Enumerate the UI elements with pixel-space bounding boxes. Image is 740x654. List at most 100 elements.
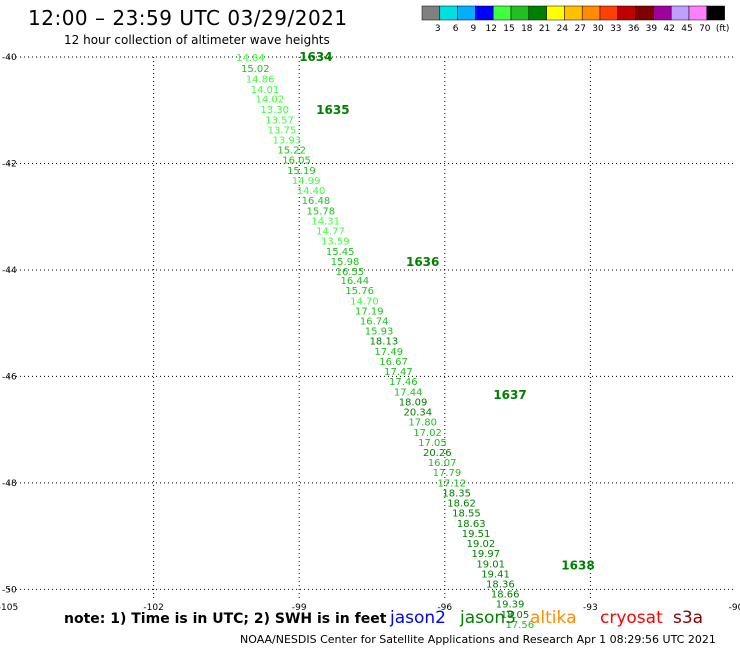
swh-data-label: 14.99 [292,176,321,187]
colorbar-swatch [492,5,512,21]
x-tick-label: -105 [0,603,18,613]
swh-data-label: 15.78 [306,206,335,217]
swh-data-label: 19.51 [462,529,491,540]
colorbar-swatch [599,5,619,21]
colorbar-swatch [457,5,476,21]
swh-data-label: 18.09 [399,397,428,408]
x-tick-label: -93 [583,603,598,613]
x-tick-label: -102 [143,603,163,613]
colorbar-swatch [510,5,530,21]
colorbar-label: 3 [435,24,441,34]
colorbar-label: 70 [699,24,711,34]
colorbar-swatch [564,5,583,21]
colorbar-label: (ft) [716,24,730,34]
colorbar-label: 33 [610,24,621,34]
swh-data-label: 14.40 [297,186,326,197]
colorbar-label: 18 [521,24,533,34]
swh-data-label: 18.36 [486,579,515,590]
swh-data-label: 17.79 [433,468,462,479]
colorbar-label: 45 [681,24,692,34]
swh-data-label: 16.05 [282,156,311,167]
swh-data-label: 19.39 [496,600,525,611]
y-tick-label: -42 [2,159,17,169]
swh-data-label: 18.13 [370,337,399,348]
x-tick-label: -96 [437,603,452,613]
swh-data-label: 18.05 [501,610,530,621]
swh-data-label: 14.31 [311,216,340,227]
note-text: note: 1) Time is in UTC; 2) SWH is in fe… [64,611,387,627]
swh-data-label: 15.76 [345,286,374,297]
colorbar-label: 39 [646,24,658,34]
footer-credit: NOAA/NESDIS Center for Satellite Applica… [240,633,716,646]
swh-data-label: 13.57 [265,115,294,126]
colorbar-swatch [670,5,690,21]
colorbar-swatch [581,5,601,21]
colorbar-swatch [653,5,672,21]
swh-data-label: 16.55 [336,267,365,278]
swh-data-label: 16.74 [360,317,389,328]
page-subtitle: 12 hour collection of altimeter wave hei… [64,33,330,47]
y-tick-label: -50 [2,585,17,595]
colorbar-swatch [688,5,708,21]
swh-data-label: 19.97 [471,549,500,560]
swh-data-label: 16.48 [302,196,331,207]
swh-data-label: 16.67 [379,357,408,368]
colorbar-label: 42 [663,24,674,34]
swh-data-label: 16.44 [340,276,369,287]
swh-data-label: 15.98 [331,257,360,268]
swh-data-label: 17.12 [438,478,467,489]
colorbar-label: 27 [574,24,585,34]
swh-data-label: 17.49 [374,347,403,358]
swh-data-label: 17.02 [413,428,442,439]
swh-data-label: 17.46 [389,377,418,388]
swh-data-label: 15.02 [241,64,270,75]
colorbar-swatch [617,5,636,21]
colorbar-swatch [439,5,458,21]
satellite-label-jason2: jason2 [390,608,446,628]
swh-data-label: 18.35 [442,488,471,499]
swh-data-label: 13.75 [268,125,297,136]
page-title: 12:00 – 23:59 UTC 03/29/2021 [28,6,348,30]
y-tick-label: -44 [2,266,17,276]
swh-data-label: 17.19 [355,306,384,317]
colorbar-swatch [706,5,725,21]
swh-data-label: 14.84 [236,53,265,64]
colorbar-label: 12 [485,24,496,34]
colorbar-label: 6 [453,24,459,34]
swh-data-label: 15.93 [365,327,394,338]
swh-data-label: 14.77 [316,227,345,238]
swh-data-label: 19.02 [467,539,496,550]
satellite-label-altika: altika [530,608,577,628]
time-label: 1638 [561,558,594,572]
swh-data-label: 15.45 [326,247,355,258]
satellite-label-s3a: s3a [673,608,704,628]
swh-data-label: 14.86 [246,74,275,85]
swh-data-label: 17.47 [384,367,413,378]
colorbar-swatch [635,5,654,21]
colorbar-label: 15 [503,24,514,34]
colorbar-label: 24 [557,24,569,34]
swh-data-label: 17.80 [408,418,437,429]
time-label: 1635 [316,103,349,117]
x-tick-label: -90 [729,603,740,613]
swh-data-label: 14.01 [251,85,280,96]
swh-data-label: 13.30 [260,105,289,116]
swh-data-label: 17.44 [394,387,423,398]
colorbar-label: 9 [471,24,477,34]
swh-data-label: 18.55 [452,509,481,520]
satellite-label-cryosat: cryosat [600,608,663,628]
y-tick-label: -46 [2,372,17,382]
colorbar-label: 36 [628,24,640,34]
colorbar-swatch [421,5,441,21]
swh-data-label: 14.02 [256,95,285,106]
time-label: 1636 [406,255,439,269]
swh-data-label: 15.22 [277,146,306,157]
y-tick-label: -40 [2,53,17,63]
swh-data-label: 18.66 [491,590,520,601]
x-tick-label: -99 [292,603,307,613]
swh-data-label: 14.70 [350,296,379,307]
swh-data-label: 20.26 [423,448,452,459]
swh-data-label: 20.34 [404,408,433,419]
